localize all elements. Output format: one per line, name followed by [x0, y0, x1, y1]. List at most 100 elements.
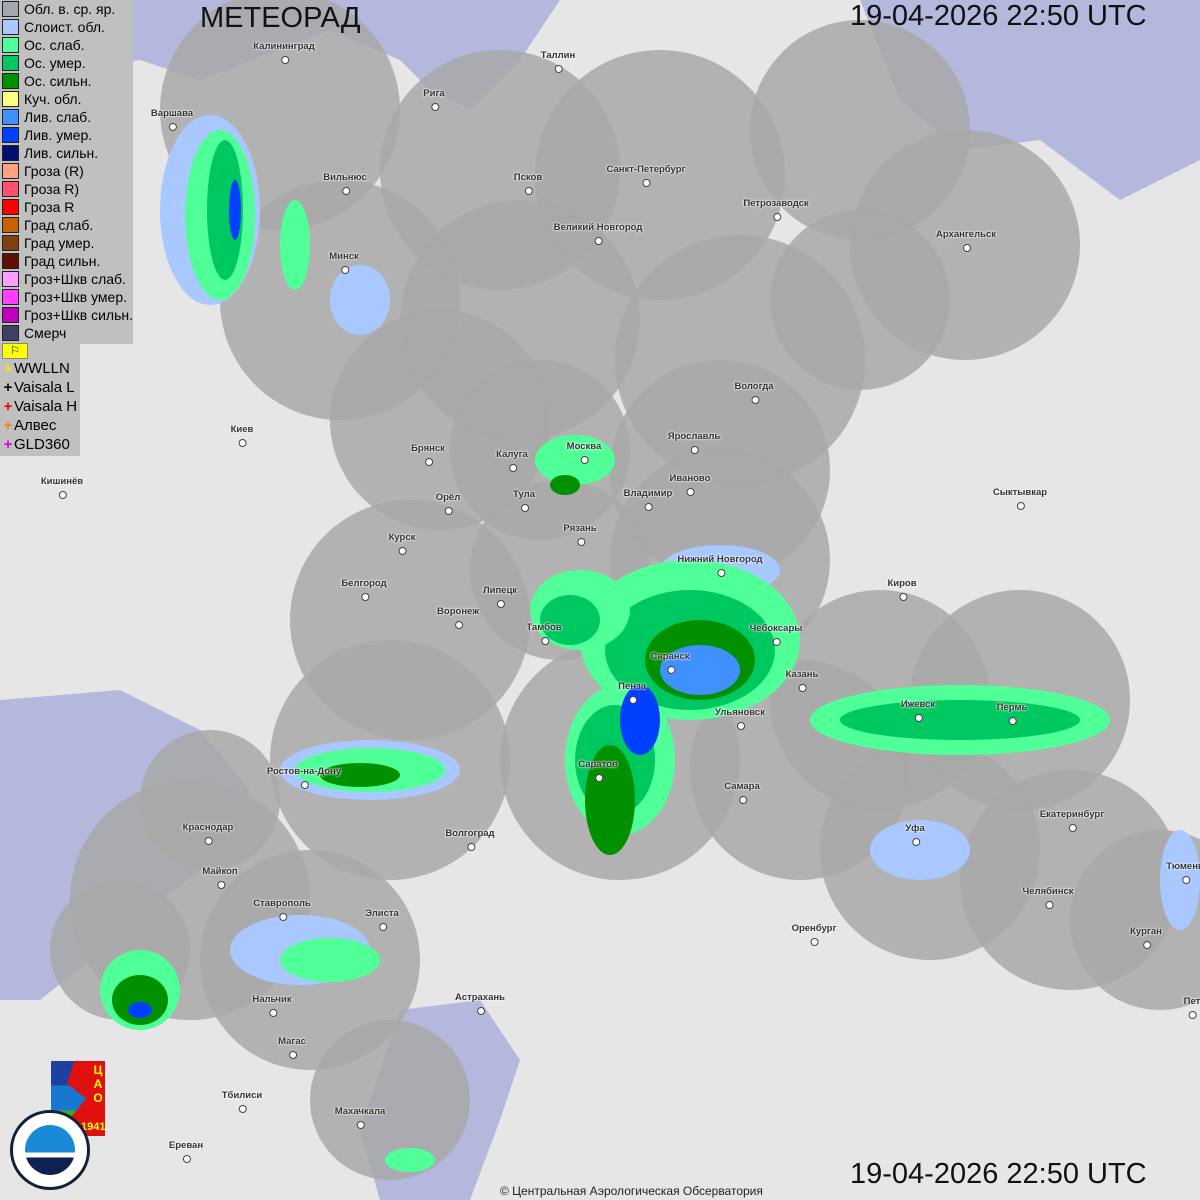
city-label: Иваново — [669, 473, 711, 496]
city-label: Ульяновск — [715, 707, 765, 730]
city-label: Архангельск — [936, 229, 996, 252]
legend-swatch — [2, 217, 19, 233]
precipitation-echo — [660, 645, 740, 695]
city-label: Пенза — [618, 681, 646, 704]
precipitation-echo — [229, 180, 241, 240]
lightning-source: + Алвес — [2, 416, 78, 435]
precipitation-echo — [550, 475, 580, 495]
city-label: Калининград — [253, 41, 315, 64]
radar-range-circle — [140, 730, 280, 870]
city-label: Владимир — [623, 488, 673, 511]
legend-label: Ос. умер. — [24, 55, 86, 71]
city-label: Варшава — [150, 108, 194, 131]
legend-swatch — [2, 91, 19, 107]
legend-item: Лив. слаб. — [2, 108, 133, 126]
city-label: Псков — [513, 172, 543, 195]
precipitation-echo — [280, 938, 380, 982]
legend-item: Ос. умер. — [2, 54, 133, 72]
city-label: Сыктывкар — [992, 487, 1048, 510]
legend-item: Град умер. — [2, 234, 133, 252]
legend-label: Смерч — [24, 325, 67, 341]
city-label: Калуга — [496, 449, 528, 472]
city-label: Воронеж — [437, 606, 479, 629]
city-label: Элиста — [365, 908, 399, 931]
precipitation-echo — [128, 1002, 152, 1018]
precipitation-echo — [585, 745, 635, 855]
legend-swatch — [2, 19, 19, 35]
city-label: Нижний Новгород — [677, 554, 763, 577]
legend-item: Гроз+Шкв сильн. — [2, 306, 133, 324]
lightning-legend: ⚐ + WWLLN + Vaisala L + Vaisala H + Алвес + GLD36… — [0, 341, 80, 456]
roshydromet-logo — [10, 1110, 90, 1190]
city-label: Нальчик — [252, 994, 292, 1017]
legend-item: Куч. обл. — [2, 90, 133, 108]
legend-swatch — [2, 199, 19, 215]
city-label: Уфа — [905, 823, 925, 846]
city-label: Ереван — [168, 1140, 204, 1163]
legend-swatch — [2, 235, 19, 251]
cross-icon: + — [3, 436, 13, 453]
city-label: Астрахань — [455, 992, 505, 1015]
radar-range-circle — [310, 1020, 470, 1180]
timestamp-bottom: 19-04-2026 22:50 UTC — [850, 1158, 1147, 1190]
legend-swatch — [2, 73, 19, 89]
legend-label: Гроза R — [24, 199, 75, 215]
lightning-source-label: Алвес — [14, 417, 57, 434]
city-label: Пет — [1183, 996, 1200, 1019]
legend-item: Ос. слаб. — [2, 36, 133, 54]
city-label: Волгоград — [445, 828, 495, 851]
city-label: Таллин — [540, 50, 576, 73]
legend-swatch — [2, 55, 19, 71]
lightning-toggle-button[interactable]: ⚐ — [2, 343, 28, 359]
legend-item: Гроз+Шкв умер. — [2, 288, 133, 306]
city-label: Вильнюс — [323, 172, 367, 195]
radar-range-circle — [770, 210, 950, 390]
precipitation-echo — [320, 763, 400, 787]
legend-item: Град слаб. — [2, 216, 133, 234]
legend-swatch — [2, 307, 19, 323]
legend-swatch — [2, 109, 19, 125]
copyright: © Центральная Аэрологическая Обсерватори… — [500, 1184, 763, 1198]
cross-icon: + — [3, 417, 13, 434]
precipitation-echo — [280, 200, 310, 290]
city-label: Рязань — [563, 523, 597, 546]
legend-item: Гроза R — [2, 198, 133, 216]
legend-label: Лив. умер. — [24, 127, 93, 143]
city-label: Курск — [388, 532, 416, 555]
city-label: Орёл — [435, 492, 461, 515]
cross-icon: + — [3, 398, 13, 415]
precipitation-echo — [1160, 830, 1200, 930]
precipitation-echo — [385, 1148, 435, 1172]
city-label: Екатеринбург — [1039, 809, 1105, 832]
precipitation — [100, 115, 1200, 1172]
city-label: Киров — [887, 578, 917, 601]
city-label: Саранск — [650, 651, 690, 674]
precipitation-echo — [870, 820, 970, 880]
city-label: Санкт-Петербург — [606, 164, 686, 187]
city-label: Киев — [230, 424, 254, 447]
city-label: Оренбург — [791, 923, 837, 946]
legend-label: Гроза (R) — [24, 163, 84, 179]
legend-swatch — [2, 37, 19, 53]
precipitation-echo — [330, 265, 390, 335]
lightning-source: + GLD360 — [2, 435, 78, 454]
city-label: Тюмень — [1166, 861, 1200, 884]
lightning-source-label: Vaisala L — [14, 379, 75, 396]
city-label: Челябинск — [1022, 886, 1074, 909]
precipitation-echo — [535, 435, 615, 485]
city-label: Майкоп — [202, 866, 238, 889]
legend-label: Лив. сильн. — [24, 145, 99, 161]
city-label: Пермь — [996, 702, 1028, 725]
city-label: Саратов — [578, 759, 618, 782]
lightning-source: + Vaisala L — [2, 378, 78, 397]
city-label: Брянск — [411, 443, 445, 466]
legend-label: Гроз+Шкв умер. — [24, 289, 128, 305]
legend-item: Обл. в. ср. яр. — [2, 0, 133, 18]
city-label: Чебоксары — [749, 623, 803, 646]
legend-label: Ос. сильн. — [24, 73, 92, 89]
city-label: Краснодар — [182, 822, 234, 845]
legend-swatch — [2, 127, 19, 143]
legend-swatch — [2, 145, 19, 161]
legend-label: Куч. обл. — [24, 91, 82, 107]
